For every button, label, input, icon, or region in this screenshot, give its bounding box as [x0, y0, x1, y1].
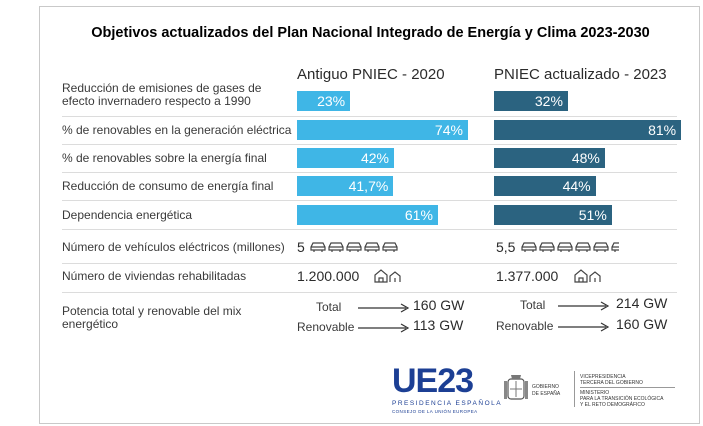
car-icon: [575, 242, 591, 252]
bar: [494, 120, 682, 140]
car-icon: [310, 242, 326, 252]
infographic-frame: Objetivos actualizados del Plan Nacional…: [39, 6, 700, 424]
arrow-icon: [558, 322, 610, 332]
bar: [494, 205, 612, 225]
bar-value-label: 44%: [562, 178, 591, 194]
bar-value-label: 48%: [571, 150, 600, 166]
coat-of-arms-icon: [504, 375, 528, 400]
min-label-1: MINISTERIO: [580, 390, 610, 396]
row-separator: [62, 172, 677, 173]
row-separator: [62, 116, 677, 117]
min-label-2: PARA LA TRANSICIÓN ECOLÓGICA: [580, 396, 664, 402]
car-icon: [593, 242, 609, 252]
bar-value-label: 41,7%: [348, 178, 389, 194]
homes-new-value: 1.377.000: [496, 268, 559, 284]
arrow-icon: [358, 323, 410, 333]
gov-label-1: GOBIERNO: [532, 384, 559, 390]
bar: [297, 120, 468, 140]
arrow-icon: [558, 301, 610, 311]
power-old-total: 160 GW: [413, 297, 465, 313]
power-new-total-label: Total: [520, 298, 546, 312]
house-icon: [374, 269, 401, 283]
homes-row-label: Número de viviendas rehabilitadas: [62, 269, 247, 283]
car-icon: [521, 242, 537, 252]
bar: [297, 176, 394, 196]
power-row-label: Potencia total y renovable del mix energ…: [62, 304, 242, 331]
row-separator: [62, 200, 677, 201]
category-label: % de renovables en la generación eléctri…: [62, 123, 292, 137]
homes-old-value: 1.200.000: [297, 268, 360, 284]
bar-value-label: 23%: [317, 93, 346, 109]
series-header-new: PNIEC actualizado - 2023: [494, 66, 667, 83]
bar: [494, 91, 568, 111]
bar: [297, 148, 395, 168]
car-icon: [328, 242, 344, 252]
gov-label-2: DE ESPAÑA: [532, 391, 561, 397]
vice-label-1: VICEPRESIDENCIA: [580, 374, 626, 380]
bar: [494, 148, 605, 168]
category-label: Reducción de emisiones de gases de efect…: [62, 81, 262, 108]
power-old-ren-label: Renovable: [297, 320, 355, 334]
series-header-old: Antiguo PNIEC - 2020: [297, 66, 445, 83]
chart-title: Objetivos actualizados del Plan Nacional…: [91, 25, 650, 41]
category-label: Reducción de consumo de energía final: [62, 179, 274, 193]
arrow-icon: [358, 303, 410, 313]
bar-value-label: 81%: [648, 122, 677, 138]
bar: [297, 205, 438, 225]
power-old-ren: 113 GW: [413, 317, 464, 333]
bar: [297, 91, 351, 111]
category-label: Dependencia energética: [62, 208, 193, 222]
ue23-subtitle: PRESIDENCIA ESPAÑOLA: [392, 400, 503, 407]
power-old-total-label: Total: [316, 300, 342, 314]
car-icons-old: [310, 241, 398, 253]
bar-value-label: 61%: [404, 207, 433, 223]
car-icons-new: [521, 241, 627, 253]
bar-value-label: 32%: [534, 93, 563, 109]
ev-old-value: 5: [297, 239, 305, 255]
ev-new-value: 5,5: [496, 239, 516, 255]
bar-value-label: 51%: [578, 207, 607, 223]
car-icon: [364, 242, 380, 252]
car-icon: [346, 242, 362, 252]
category-label: % de renovables sobre la energía final: [62, 151, 267, 165]
bar: [494, 176, 596, 196]
row-separator: [62, 144, 677, 145]
car-icon: [539, 242, 555, 252]
car-icon: [557, 242, 573, 252]
row-separator: [62, 292, 677, 293]
row-separator: [62, 229, 677, 230]
ue23-subtitle-small: CONSEJO DE LA UNIÓN EUROPEA: [392, 409, 478, 414]
power-new-ren: 160 GW: [616, 316, 668, 332]
power-new-ren-label: Renovable: [496, 319, 554, 333]
car-icon: [382, 242, 398, 252]
bar-value-label: 74%: [434, 122, 463, 138]
vice-label-2: TERCERA DEL GOBIERNO: [580, 380, 643, 386]
car-icon: [611, 242, 619, 252]
logo-rule: [580, 387, 675, 388]
ev-row-label: Número de vehículos eléctricos (millones…: [62, 240, 285, 254]
house-icon: [574, 269, 601, 283]
row-separator: [62, 263, 677, 264]
logo-divider: [574, 371, 575, 407]
min-label-3: Y EL RETO DEMOGRÁFICO: [580, 402, 645, 408]
power-new-total: 214 GW: [616, 295, 668, 311]
bar-value-label: 42%: [360, 150, 390, 166]
ue23-logo: UE23: [392, 362, 474, 400]
